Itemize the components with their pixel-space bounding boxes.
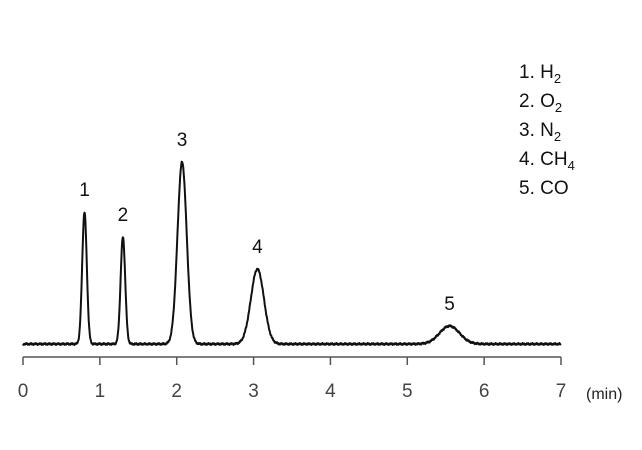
x-tick-label-2: 2 bbox=[171, 381, 182, 402]
peak-label-5: 5 bbox=[444, 294, 455, 315]
legend-entry-4: 4. CH4 bbox=[519, 149, 575, 173]
legend-entry-5: 5. CO bbox=[519, 178, 569, 199]
legend: 1. H2 2. O2 3. N2 4. CH4 5. CO bbox=[519, 62, 575, 199]
x-tick-label-0: 0 bbox=[18, 381, 29, 402]
x-tick-label-6: 6 bbox=[479, 381, 490, 402]
peak-label-1: 1 bbox=[79, 180, 90, 201]
legend-entry-2: 2. O2 bbox=[519, 91, 562, 115]
x-tick-label-1: 1 bbox=[95, 381, 106, 402]
peak-label-2: 2 bbox=[118, 205, 129, 226]
x-tick-label-7: 7 bbox=[556, 381, 567, 402]
x-axis-unit-label: (min) bbox=[586, 386, 622, 403]
x-tick-label-3: 3 bbox=[248, 381, 259, 402]
peak-label-3: 3 bbox=[177, 130, 188, 151]
x-axis: 0 1 2 3 4 5 6 7 bbox=[18, 356, 567, 402]
x-tick-label-5: 5 bbox=[402, 381, 413, 402]
legend-entry-3: 3. N2 bbox=[519, 120, 561, 144]
chromatogram-trace bbox=[22, 160, 562, 346]
x-tick-label-4: 4 bbox=[325, 381, 336, 402]
peak-labels: 1 2 3 4 5 bbox=[79, 130, 455, 315]
peak-label-4: 4 bbox=[252, 237, 263, 258]
legend-entry-1: 1. H2 bbox=[519, 62, 561, 86]
trace-layer bbox=[22, 160, 562, 346]
